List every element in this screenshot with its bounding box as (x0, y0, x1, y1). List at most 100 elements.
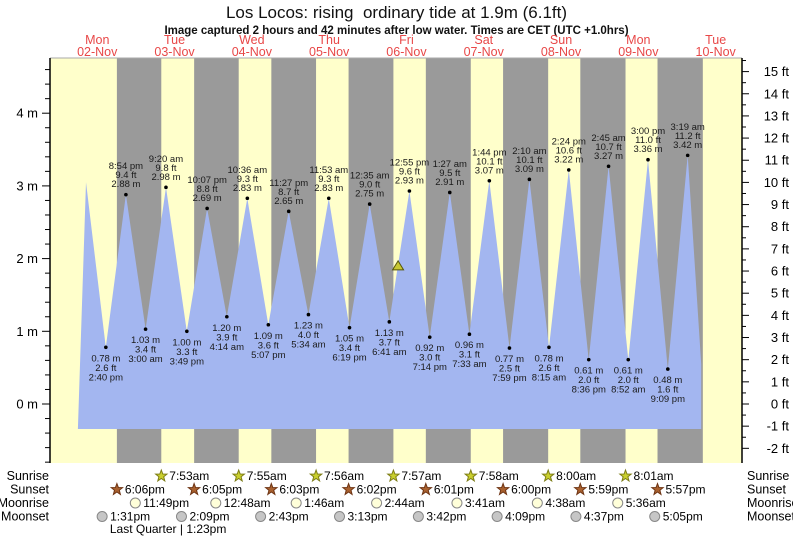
day-date-label: 03-Nov (154, 45, 195, 59)
high-tide-point (326, 196, 331, 201)
low-tide-label: 4:14 am (210, 342, 244, 353)
day-date-label: 09-Nov (618, 45, 659, 59)
sunset-time: 6:03pm (279, 483, 319, 497)
low-tide-point (143, 327, 148, 331)
day-date-label: 04-Nov (232, 45, 273, 59)
sunrise-time: 8:00am (556, 469, 596, 483)
low-tide-label: 0.77 m (495, 354, 524, 365)
sunrise-time: 7:53am (169, 469, 209, 483)
chart-title: Los Locos: rising ordinary tide at 1.9m … (225, 3, 568, 22)
moonrise-icon (451, 497, 463, 509)
low-tide-point (104, 345, 108, 350)
low-tide-label: 3.9 ft (216, 332, 237, 343)
moonrise-icon (290, 497, 302, 509)
high-tide-point (205, 206, 209, 211)
day-of-week-label: Thu (318, 33, 340, 47)
moonset-time: 3:13pm (348, 510, 388, 524)
low-tide-label: 1.00 m (172, 337, 201, 348)
low-tide-point (507, 346, 512, 350)
day-of-week-label: Wed (239, 33, 265, 47)
moonrise-time: 11:49pm (143, 496, 189, 510)
sunset-time: 6:06pm (125, 483, 165, 497)
low-tide-label: 1.09 m (254, 331, 283, 342)
high-tide-point (245, 196, 250, 201)
low-tide-label: 3.0 ft (419, 353, 440, 364)
moonset-icon (96, 511, 108, 522)
sunrise-time: 7:55am (247, 469, 287, 483)
y-axis-right-tick-label: 0 ft (771, 397, 789, 412)
high-tide-label: 2.65 m (274, 196, 303, 207)
day-date-label: 10-Nov (696, 45, 737, 59)
high-tide-label: 8.8 ft (197, 184, 218, 195)
y-axis-right-tick-label: 9 ft (771, 197, 789, 212)
moon-phase-label: Last Quarter | 1:23pm (110, 522, 227, 536)
low-tide-label: 7:59 pm (492, 373, 526, 384)
sunrise-row-label-left: Sunrise (7, 469, 49, 483)
high-tide-label: 3.09 m (515, 164, 544, 175)
day-of-week-label: Tue (705, 33, 726, 47)
low-tide-point (347, 325, 352, 330)
low-tide-label: 2.0 ft (578, 375, 599, 386)
sunset-icon (264, 482, 279, 496)
moonrise-time: 12:48am (224, 496, 271, 510)
y-axis-right-tick-label: 6 ft (771, 264, 789, 279)
low-tide-label: 8:15 am (532, 372, 566, 383)
high-tide-label: 11.0 ft (635, 135, 661, 146)
moonrise-icon (129, 497, 141, 509)
sunrise-icon (308, 468, 324, 483)
low-tide-label: 0.61 m (574, 366, 603, 377)
moonset-icon (491, 511, 503, 522)
low-tide-point (225, 314, 229, 319)
high-tide-point (407, 189, 412, 193)
low-tide-point (586, 357, 591, 362)
high-tide-label: 10.6 ft (556, 145, 583, 156)
moonrise-icon (531, 497, 543, 509)
y-axis-right-tick-label: 5 ft (771, 286, 789, 301)
low-tide-point (467, 332, 472, 337)
sunrise-time: 7:58am (479, 469, 519, 483)
high-tide-label: 9.3 ft (318, 174, 339, 185)
day-date-label: 06-Nov (386, 45, 427, 59)
moonset-time: 4:09pm (505, 510, 545, 524)
y-axis-left-tick-label: 3 m (16, 178, 38, 193)
high-tide-label: 3.42 m (673, 140, 702, 151)
high-tide-point (685, 153, 690, 158)
low-tide-label: 7:14 pm (413, 362, 447, 373)
high-tide-point (164, 185, 168, 190)
y-axis-right-tick-label: 14 ft (764, 86, 790, 101)
high-tide-label: 3:19 am (671, 122, 705, 133)
low-tide-label: 7:33 am (452, 359, 486, 370)
y-axis-right-tick-label: 8 ft (771, 219, 789, 234)
low-tide-point (266, 322, 271, 327)
day-date-label: 02-Nov (77, 45, 118, 59)
high-tide-label: 8.7 ft (278, 187, 299, 198)
low-tide-label: 0.96 m (455, 340, 484, 351)
high-tide-label: 3.27 m (594, 151, 623, 162)
low-tide-label: 0.78 m (534, 353, 563, 364)
high-tide-point (606, 164, 611, 169)
day-date-label: 05-Nov (309, 45, 350, 59)
high-tide-label: 3:00 pm (631, 126, 665, 137)
high-tide-label: 2.91 m (435, 177, 464, 188)
sunset-icon (109, 482, 124, 496)
high-tide-label: 2:10 am (512, 146, 546, 157)
high-tide-label: 9.4 ft (115, 170, 136, 181)
high-tide-label: 12:35 am (350, 171, 390, 182)
high-tide-label: 9.5 ft (439, 168, 460, 179)
y-axis-right-tick-label: 1 ft (771, 374, 789, 389)
sunset-icon (187, 482, 202, 496)
y-axis-right-tick-label: 12 ft (764, 131, 790, 146)
high-tide-label: 9.8 ft (155, 163, 176, 174)
sunset-icon (650, 482, 665, 496)
sunset-row-label-right: Sunset (747, 483, 786, 497)
moonrise-row-label-left: Moonrise (0, 496, 49, 510)
sunset-icon (341, 482, 356, 496)
sunrise-icon (386, 468, 401, 483)
y-axis-right-tick-label: 10 ft (764, 175, 790, 190)
high-tide-label: 2.93 m (395, 175, 424, 186)
sunrise-row-label-right: Sunrise (747, 469, 789, 483)
moonset-row-label-left: Moonset (1, 510, 49, 524)
low-tide-label: 1.05 m (335, 334, 364, 345)
